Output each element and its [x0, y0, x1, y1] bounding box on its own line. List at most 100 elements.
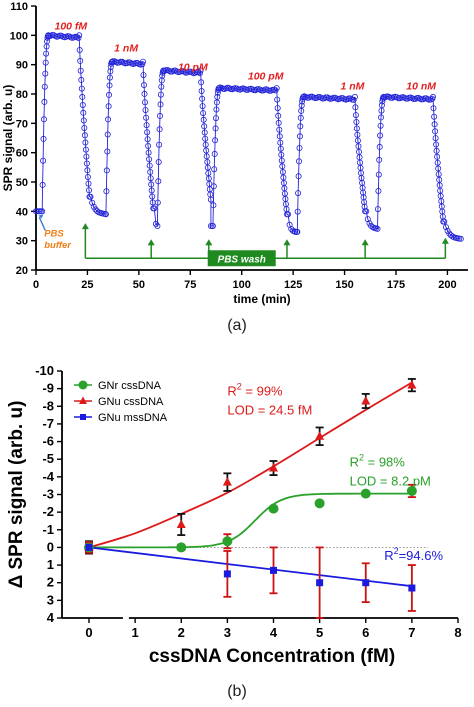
data-point	[277, 139, 284, 146]
x-axis-title: time (min)	[233, 292, 290, 306]
lod-label: LOD = 24.5 fM	[227, 403, 312, 418]
data-point	[84, 167, 91, 174]
wash-label: PBS wash	[218, 254, 266, 265]
concentration-label: 100 pM	[248, 70, 284, 82]
r2-value: = 99%	[242, 384, 283, 399]
x-tick-label: 125	[284, 279, 302, 291]
x-tick-label: 5	[316, 625, 323, 640]
data-point	[83, 153, 90, 160]
data-point	[58, 32, 65, 39]
data-point	[157, 91, 164, 98]
data-point	[87, 193, 94, 200]
data-point	[351, 93, 358, 100]
x-tick-label: 0	[33, 279, 39, 291]
data-point	[352, 112, 359, 119]
data-point	[89, 199, 96, 206]
data-point	[106, 82, 113, 89]
y-tick-label: -8	[42, 398, 54, 413]
data-point	[275, 112, 282, 119]
concentration-label: 1 nM	[340, 81, 364, 93]
x-tick-label: 2	[178, 625, 185, 640]
data-point	[156, 141, 163, 148]
data-point	[143, 114, 150, 121]
data-point	[106, 91, 113, 98]
wash-arrow-head	[361, 239, 369, 246]
wash-label-box	[207, 250, 276, 267]
data-point	[210, 202, 217, 209]
data-point	[141, 90, 148, 97]
wash-arrow-head	[283, 239, 291, 246]
buffer-arrow-line	[38, 216, 46, 231]
y-axis-title: Δ SPR signal (arb. u)	[6, 401, 27, 589]
legend-marker	[78, 380, 88, 390]
x-tick-label: 75	[184, 279, 196, 291]
x-tick-label: 100	[233, 279, 251, 291]
data-point	[36, 208, 43, 215]
data-point	[296, 144, 303, 151]
data-point	[176, 542, 187, 553]
concentration-label: 10 pM	[178, 62, 208, 74]
wash-arrow-head	[205, 239, 213, 246]
panel-label-a: (a)	[227, 317, 247, 334]
wash-arrow-head	[81, 223, 89, 230]
y-tick-label: -9	[42, 381, 54, 396]
data-point	[274, 96, 281, 103]
data-point	[441, 218, 448, 225]
data-point	[43, 50, 50, 57]
data-point	[432, 135, 439, 142]
data-point	[156, 126, 163, 133]
data-point	[40, 135, 47, 142]
data-point	[80, 109, 87, 116]
data-point	[434, 153, 441, 160]
buffer-arrow-head	[38, 214, 44, 219]
data-point	[212, 125, 219, 132]
data-point	[277, 145, 284, 152]
fit-line	[88, 546, 413, 588]
data-point	[84, 173, 91, 180]
data-point	[430, 105, 437, 112]
wash-arrow-head	[147, 239, 155, 246]
x-tick-label: 150	[335, 279, 353, 291]
data-point	[94, 208, 101, 215]
data-point	[146, 156, 153, 163]
data-point	[457, 235, 464, 242]
y-tick-label: 2	[47, 575, 54, 590]
x-tick-label: 50	[133, 279, 145, 291]
legend-label: GNu cssDNA	[98, 396, 164, 408]
data-point	[408, 584, 416, 592]
data-point	[212, 115, 219, 122]
data-point	[297, 114, 304, 121]
data-point	[314, 498, 325, 509]
data-point	[295, 173, 302, 180]
r2-value: = 98%	[364, 454, 405, 469]
x-tick-label: 1	[132, 625, 139, 640]
data-point	[107, 68, 114, 75]
data-point	[431, 121, 438, 128]
data-point	[241, 85, 248, 92]
data-point	[75, 35, 82, 42]
y-tick-label: -2	[42, 504, 54, 519]
data-point	[268, 503, 279, 514]
data-point	[201, 129, 208, 136]
lod-label: LOD = 8.2 pM	[350, 473, 431, 488]
data-point	[207, 196, 214, 203]
data-point	[193, 69, 200, 76]
data-point	[352, 104, 359, 111]
y-tick-label: 110	[10, 1, 28, 13]
data-point	[103, 188, 110, 195]
y-tick-label: 100	[10, 30, 28, 42]
data-point	[199, 103, 206, 110]
wash-arrow-head	[441, 237, 449, 244]
data-point	[222, 477, 232, 486]
data-point	[200, 116, 207, 123]
x-tick-label: 7	[408, 625, 415, 640]
y-tick-label: 4	[47, 610, 55, 625]
data-point	[40, 157, 47, 164]
r2-superscript: 2	[237, 382, 242, 392]
y-tick-label: -5	[42, 451, 54, 466]
data-point	[429, 93, 436, 100]
r2-label: R2 = 99%	[227, 382, 283, 399]
data-point	[403, 95, 410, 102]
data-point	[361, 395, 371, 405]
